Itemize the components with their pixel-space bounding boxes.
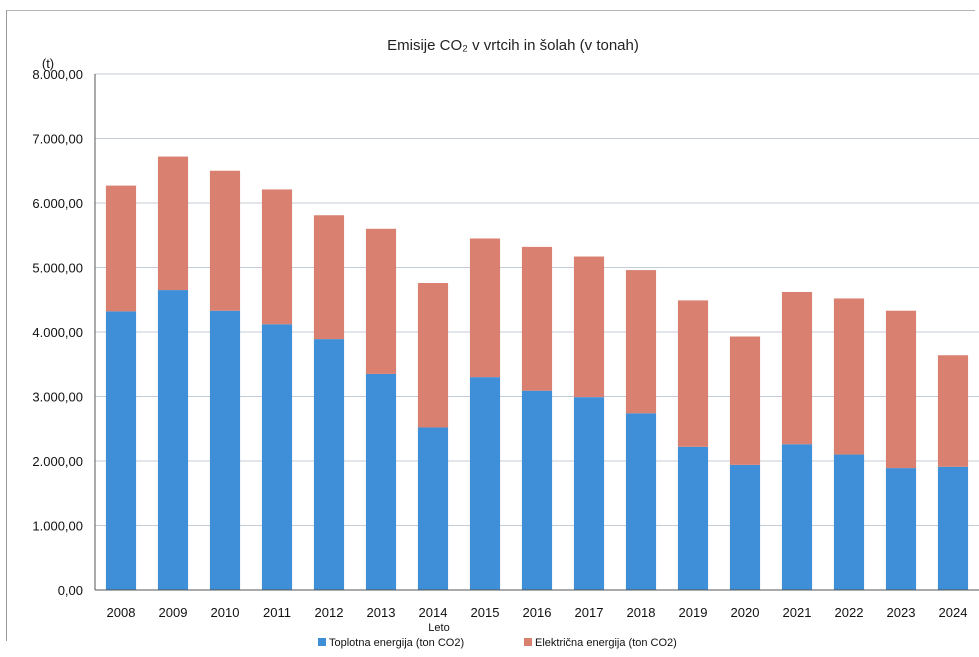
bar-segment-elektricna — [573, 256, 605, 398]
bar-segment-elektricna — [833, 298, 865, 455]
bar-segment-elektricna — [157, 156, 189, 291]
y-tick-label: 6.000,00 — [32, 196, 83, 211]
bar-segment-toplotna — [521, 390, 553, 590]
y-tick-label: 1.000,00 — [32, 519, 83, 534]
bar-segment-toplotna — [885, 468, 917, 590]
x-tick-label: 2011 — [263, 605, 291, 620]
legend-swatch — [524, 638, 532, 646]
x-tick-label: 2008 — [107, 605, 136, 620]
bar-segment-toplotna — [313, 339, 345, 590]
y-tick-label: 0,00 — [58, 583, 83, 598]
bar-segment-elektricna — [261, 189, 293, 325]
x-tick-label: 2016 — [523, 605, 552, 620]
y-tick-label: 8.000,00 — [32, 67, 83, 82]
bar-segment-toplotna — [157, 290, 189, 590]
x-tick-label: 2010 — [211, 605, 240, 620]
bar-segment-toplotna — [365, 373, 397, 590]
bar-segment-toplotna — [625, 413, 657, 590]
x-tick-label: 2009 — [159, 605, 188, 620]
bar-segment-toplotna — [469, 377, 501, 590]
x-tick-label: 2021 — [783, 605, 812, 620]
bar-segment-elektricna — [105, 185, 137, 312]
bar-segment-elektricna — [209, 170, 241, 311]
bar-segment-elektricna — [729, 336, 761, 465]
bar-segment-elektricna — [365, 228, 397, 374]
chart-frame: 0,00 1.000,00 2.000,00 3.000,00 4.000,00 5.00… — [6, 10, 979, 649]
x-tick-label: 2017 — [575, 605, 604, 620]
bar-segment-elektricna — [781, 292, 813, 445]
bar-segment-elektricna — [885, 310, 917, 469]
bar-segment-toplotna — [781, 444, 813, 590]
bar-segment-toplotna — [677, 446, 709, 590]
bar-segment-elektricna — [313, 215, 345, 340]
bar-segment-toplotna — [937, 466, 969, 590]
x-tick-label: 2012 — [315, 605, 344, 620]
legend-label: Toplotna energija (ton CO2) — [329, 637, 464, 649]
chart-title: Emisije CO₂ v vrtcih in šolah (v tonah) — [387, 37, 639, 54]
bar-segment-toplotna — [573, 397, 605, 590]
x-tick-label: 2015 — [471, 605, 500, 620]
legend-swatch — [318, 638, 326, 646]
x-axis-label: Leto — [428, 622, 449, 634]
x-tick-label: 2023 — [887, 605, 916, 620]
bars — [105, 156, 969, 590]
legend-label: Električna energija (ton CO2) — [535, 637, 677, 649]
stacked-bar-chart: 0,00 1.000,00 2.000,00 3.000,00 4.000,00 5.00… — [32, 37, 979, 649]
axes — [94, 74, 979, 591]
bar-segment-elektricna — [677, 300, 709, 447]
bar-segment-elektricna — [625, 270, 657, 414]
y-tick-label: 3.000,00 — [32, 390, 83, 405]
x-tick-label: 2020 — [731, 605, 760, 620]
y-tick-label: 2.000,00 — [32, 454, 83, 469]
bar-segment-elektricna — [521, 246, 553, 391]
y-axis-unit-label: (t) — [42, 56, 54, 71]
bar-segment-toplotna — [833, 454, 865, 590]
y-tick-label: 5.000,00 — [32, 261, 83, 276]
bar-segment-elektricna — [417, 282, 449, 428]
bar-segment-elektricna — [937, 355, 969, 467]
y-tick-label: 7.000,00 — [32, 132, 83, 147]
x-tick-label: 2024 — [939, 605, 968, 620]
y-tick-labels: 0,00 1.000,00 2.000,00 3.000,00 4.000,00 5.00… — [32, 67, 83, 598]
x-tick-label: 2014 — [419, 605, 448, 620]
x-tick-label: 2013 — [367, 605, 396, 620]
x-tick-labels: 2008 2009 2010 2011 2012 2013 2014 2015 2016 2017… — [107, 605, 968, 620]
y-tick-label: 4.000,00 — [32, 325, 83, 340]
x-tick-label: 2019 — [679, 605, 708, 620]
bar-segment-toplotna — [417, 427, 449, 590]
x-tick-label: 2018 — [627, 605, 656, 620]
legend: Toplotna energija (ton CO2) Električna en… — [318, 637, 677, 649]
bar-segment-toplotna — [209, 310, 241, 590]
x-tick-label: 2022 — [835, 605, 864, 620]
bar-segment-toplotna — [261, 324, 293, 590]
bar-segment-toplotna — [105, 311, 137, 590]
bar-segment-elektricna — [469, 238, 501, 378]
bar-segment-toplotna — [729, 464, 761, 590]
